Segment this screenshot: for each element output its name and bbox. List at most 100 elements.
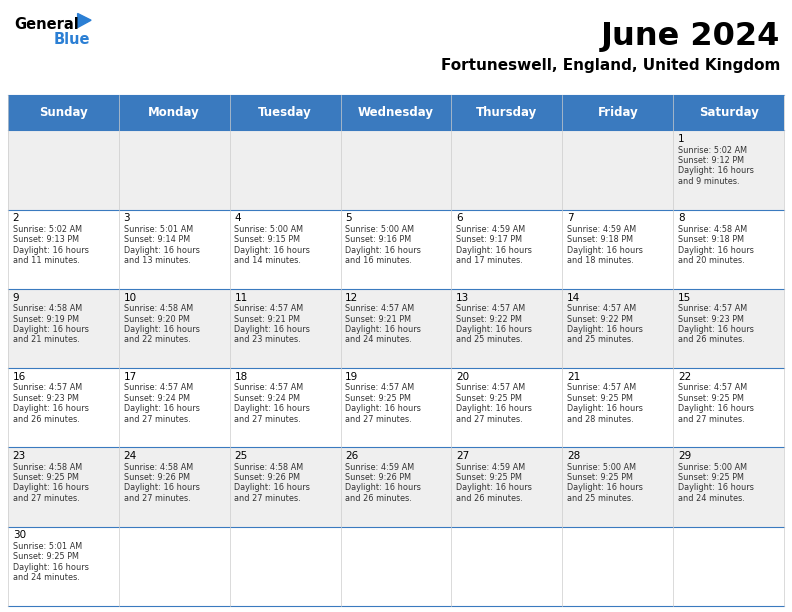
Text: Daylight: 16 hours
and 13 minutes.: Daylight: 16 hours and 13 minutes. (124, 245, 200, 265)
Text: Daylight: 16 hours
and 27 minutes.: Daylight: 16 hours and 27 minutes. (678, 405, 754, 424)
Bar (8, 130, 784, 209)
Text: Sunrise: 4:59 AM: Sunrise: 4:59 AM (456, 225, 525, 234)
Text: 9: 9 (13, 293, 19, 302)
Text: Sunrise: 4:59 AM: Sunrise: 4:59 AM (345, 463, 414, 472)
Text: June 2024: June 2024 (601, 21, 780, 53)
Bar (8, 95, 119, 130)
Text: Sunrise: 4:57 AM: Sunrise: 4:57 AM (234, 304, 303, 313)
Bar (673, 95, 784, 130)
Text: Sunset: 9:25 PM: Sunset: 9:25 PM (567, 473, 633, 482)
Text: 15: 15 (678, 293, 691, 302)
Text: Daylight: 16 hours
and 26 minutes.: Daylight: 16 hours and 26 minutes. (345, 483, 421, 503)
Text: Daylight: 16 hours
and 28 minutes.: Daylight: 16 hours and 28 minutes. (567, 405, 643, 424)
Text: Sunrise: 4:59 AM: Sunrise: 4:59 AM (567, 225, 636, 234)
Text: Sunrise: 4:58 AM: Sunrise: 4:58 AM (13, 463, 82, 472)
Text: Sunrise: 4:58 AM: Sunrise: 4:58 AM (124, 304, 192, 313)
Text: Sunset: 9:25 PM: Sunset: 9:25 PM (13, 552, 78, 561)
Text: Daylight: 16 hours
and 25 minutes.: Daylight: 16 hours and 25 minutes. (567, 483, 643, 503)
Text: Sunset: 9:19 PM: Sunset: 9:19 PM (13, 315, 78, 324)
Text: Sunrise: 5:02 AM: Sunrise: 5:02 AM (13, 225, 82, 234)
Text: Sunset: 9:23 PM: Sunset: 9:23 PM (678, 315, 744, 324)
Text: Saturday: Saturday (699, 106, 759, 119)
Text: Sunset: 9:13 PM: Sunset: 9:13 PM (13, 236, 78, 244)
Text: Daylight: 16 hours
and 11 minutes.: Daylight: 16 hours and 11 minutes. (13, 245, 89, 265)
Text: Sunrise: 4:58 AM: Sunrise: 4:58 AM (124, 463, 192, 472)
Text: Sunrise: 5:02 AM: Sunrise: 5:02 AM (678, 146, 747, 155)
Text: 11: 11 (234, 293, 248, 302)
Text: Sunset: 9:26 PM: Sunset: 9:26 PM (345, 473, 411, 482)
Text: Sunrise: 4:58 AM: Sunrise: 4:58 AM (13, 304, 82, 313)
Text: 22: 22 (678, 372, 691, 382)
Text: Sunset: 9:26 PM: Sunset: 9:26 PM (124, 473, 189, 482)
Text: 19: 19 (345, 372, 359, 382)
Text: 1: 1 (678, 134, 684, 144)
Text: Sunset: 9:26 PM: Sunset: 9:26 PM (234, 473, 300, 482)
Text: 12: 12 (345, 293, 359, 302)
Text: Daylight: 16 hours
and 21 minutes.: Daylight: 16 hours and 21 minutes. (13, 325, 89, 345)
Text: 8: 8 (678, 214, 684, 223)
Text: Sunset: 9:15 PM: Sunset: 9:15 PM (234, 236, 300, 244)
Text: Daylight: 16 hours
and 26 minutes.: Daylight: 16 hours and 26 minutes. (13, 405, 89, 424)
Text: Sunrise: 5:00 AM: Sunrise: 5:00 AM (345, 225, 414, 234)
Text: Sunset: 9:22 PM: Sunset: 9:22 PM (456, 315, 522, 324)
Text: Sunrise: 4:58 AM: Sunrise: 4:58 AM (234, 463, 303, 472)
Text: Daylight: 16 hours
and 27 minutes.: Daylight: 16 hours and 27 minutes. (124, 405, 200, 424)
Text: Daylight: 16 hours
and 24 minutes.: Daylight: 16 hours and 24 minutes. (345, 325, 421, 345)
Text: Sunset: 9:23 PM: Sunset: 9:23 PM (13, 394, 78, 403)
Text: 30: 30 (13, 530, 26, 540)
Text: Daylight: 16 hours
and 17 minutes.: Daylight: 16 hours and 17 minutes. (456, 245, 532, 265)
Bar (451, 95, 562, 130)
Text: Monday: Monday (148, 106, 200, 119)
Text: 20: 20 (456, 372, 470, 382)
Text: Daylight: 16 hours
and 27 minutes.: Daylight: 16 hours and 27 minutes. (234, 405, 310, 424)
Text: Sunrise: 4:57 AM: Sunrise: 4:57 AM (678, 383, 747, 392)
Text: Sunrise: 5:01 AM: Sunrise: 5:01 AM (124, 225, 192, 234)
Text: Sunday: Sunday (39, 106, 88, 119)
Text: Sunset: 9:25 PM: Sunset: 9:25 PM (456, 394, 522, 403)
Text: Sunset: 9:21 PM: Sunset: 9:21 PM (345, 315, 411, 324)
Text: Sunrise: 5:01 AM: Sunrise: 5:01 AM (13, 542, 82, 551)
Text: 26: 26 (345, 451, 359, 461)
Text: Sunset: 9:17 PM: Sunset: 9:17 PM (456, 236, 522, 244)
Bar (8, 447, 784, 526)
Text: Sunset: 9:24 PM: Sunset: 9:24 PM (234, 394, 300, 403)
Text: Sunset: 9:25 PM: Sunset: 9:25 PM (456, 473, 522, 482)
Text: Sunset: 9:14 PM: Sunset: 9:14 PM (124, 236, 190, 244)
Text: Daylight: 16 hours
and 16 minutes.: Daylight: 16 hours and 16 minutes. (345, 245, 421, 265)
Text: 7: 7 (567, 214, 573, 223)
Text: General: General (14, 17, 79, 32)
Text: Sunset: 9:25 PM: Sunset: 9:25 PM (345, 394, 411, 403)
Text: Sunset: 9:25 PM: Sunset: 9:25 PM (678, 473, 744, 482)
Text: Sunset: 9:25 PM: Sunset: 9:25 PM (567, 394, 633, 403)
Text: 10: 10 (124, 293, 137, 302)
Text: Daylight: 16 hours
and 14 minutes.: Daylight: 16 hours and 14 minutes. (234, 245, 310, 265)
Text: 17: 17 (124, 372, 137, 382)
Text: Blue: Blue (54, 32, 90, 47)
Text: Daylight: 16 hours
and 24 minutes.: Daylight: 16 hours and 24 minutes. (13, 563, 89, 582)
Text: Daylight: 16 hours
and 9 minutes.: Daylight: 16 hours and 9 minutes. (678, 166, 754, 186)
Text: Sunrise: 4:59 AM: Sunrise: 4:59 AM (456, 463, 525, 472)
Text: Daylight: 16 hours
and 22 minutes.: Daylight: 16 hours and 22 minutes. (124, 325, 200, 345)
Text: Daylight: 16 hours
and 27 minutes.: Daylight: 16 hours and 27 minutes. (124, 483, 200, 503)
Text: Sunset: 9:16 PM: Sunset: 9:16 PM (345, 236, 412, 244)
Text: Sunset: 9:20 PM: Sunset: 9:20 PM (124, 315, 189, 324)
Text: Sunrise: 4:57 AM: Sunrise: 4:57 AM (124, 383, 192, 392)
Text: Daylight: 16 hours
and 26 minutes.: Daylight: 16 hours and 26 minutes. (678, 325, 754, 345)
Text: 27: 27 (456, 451, 470, 461)
Text: 18: 18 (234, 372, 248, 382)
Text: Daylight: 16 hours
and 27 minutes.: Daylight: 16 hours and 27 minutes. (456, 405, 532, 424)
Text: Sunset: 9:25 PM: Sunset: 9:25 PM (13, 473, 78, 482)
Text: 25: 25 (234, 451, 248, 461)
Text: Sunrise: 4:57 AM: Sunrise: 4:57 AM (345, 383, 414, 392)
Text: 16: 16 (13, 372, 26, 382)
Bar (8, 289, 784, 368)
Text: Sunset: 9:18 PM: Sunset: 9:18 PM (567, 236, 633, 244)
Text: 3: 3 (124, 214, 130, 223)
Bar (341, 95, 451, 130)
Text: Daylight: 16 hours
and 18 minutes.: Daylight: 16 hours and 18 minutes. (567, 245, 643, 265)
Text: Sunrise: 5:00 AM: Sunrise: 5:00 AM (234, 225, 303, 234)
Text: 13: 13 (456, 293, 470, 302)
Text: Sunrise: 4:57 AM: Sunrise: 4:57 AM (345, 304, 414, 313)
Text: Sunrise: 4:57 AM: Sunrise: 4:57 AM (456, 304, 525, 313)
Text: Wednesday: Wednesday (358, 106, 434, 119)
